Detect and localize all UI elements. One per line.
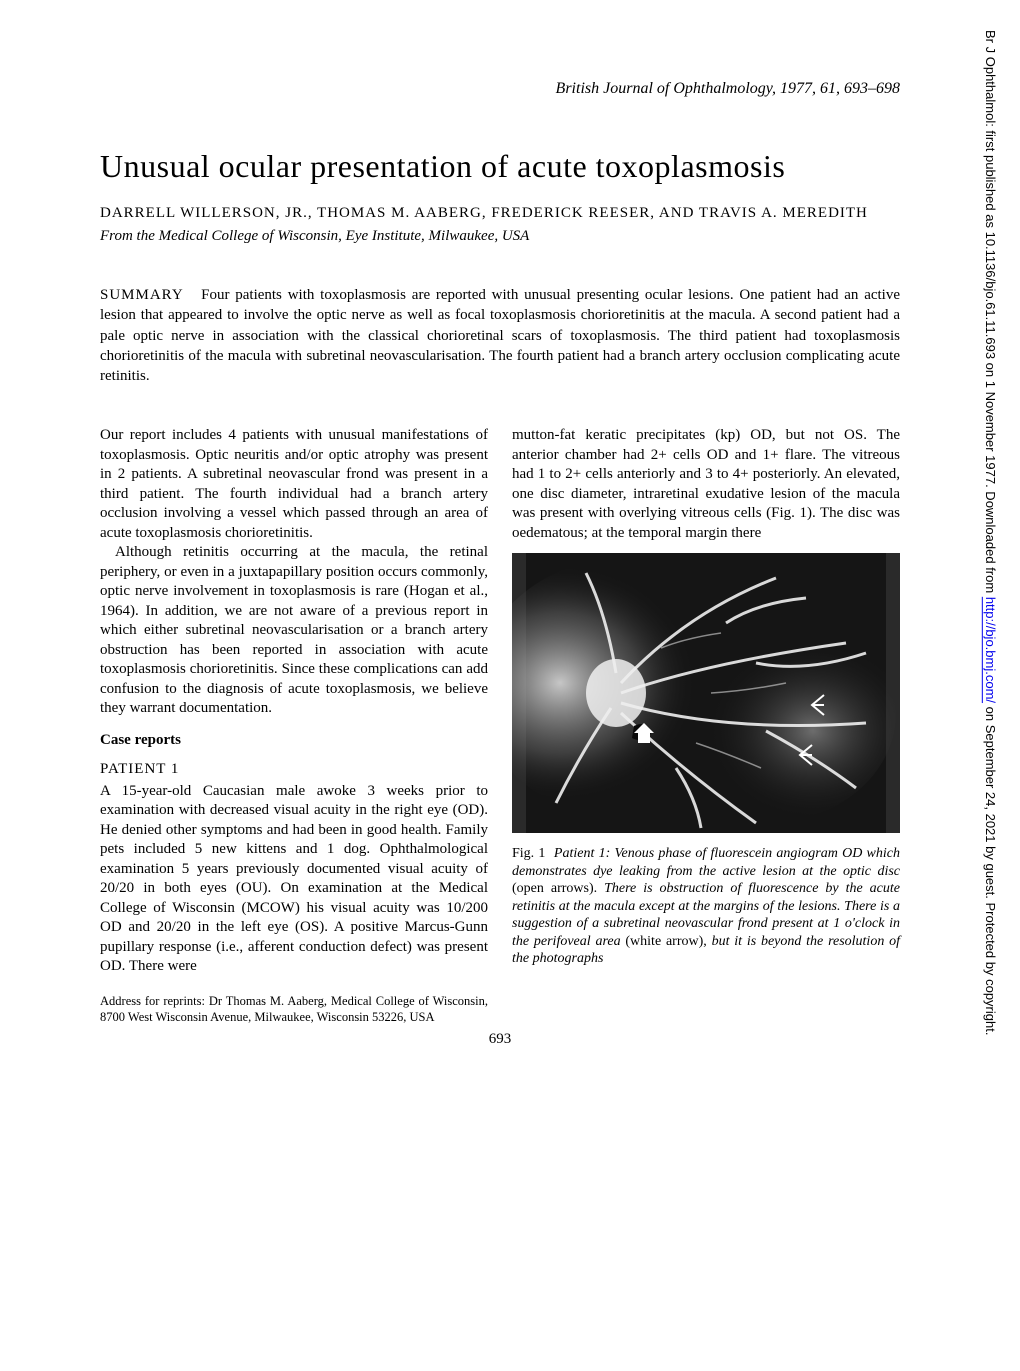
body-para: Our report includes 4 patients with unus…	[100, 426, 488, 543]
affiliation-line: From the Medical College of Wisconsin, E…	[100, 228, 900, 245]
download-watermark: Br J Ophthalmol: first published as 10.1…	[983, 30, 998, 1330]
summary-text: Four patients with toxoplasmosis are rep…	[100, 287, 900, 384]
watermark-link[interactable]: http://bjo.bmj.com/	[983, 597, 998, 703]
page-number: 693	[100, 1031, 900, 1048]
figure-1-caption: Fig. 1 Patient 1: Venous phase of fluore…	[512, 845, 900, 968]
body-para: A 15-year-old Caucasian male awoke 3 wee…	[100, 782, 488, 977]
journal-citation: British Journal of Ophthalmology, 1977, …	[100, 80, 900, 98]
caption-text: Patient 1: Venous phase of fluorescein a…	[512, 846, 900, 879]
figure-label: Fig. 1	[512, 846, 545, 861]
caption-text: (open arrows).	[512, 881, 604, 896]
article-title: Unusual ocular presentation of acute tox…	[100, 148, 900, 185]
patient-heading: PATIENT 1	[100, 760, 488, 780]
right-column: mutton-fat keratic precipitates (kp) OD,…	[512, 426, 900, 1025]
angiogram-svg	[512, 553, 900, 833]
watermark-prefix: Br J Ophthalmol: first published as 10.1…	[983, 30, 998, 597]
authors-line: DARRELL WILLERSON, JR., THOMAS M. AABERG…	[100, 205, 900, 222]
watermark-suffix: on September 24, 2021 by guest. Protecte…	[983, 703, 998, 1035]
figure-1-image	[512, 553, 900, 833]
case-reports-heading: Case reports	[100, 731, 488, 751]
summary-block: SUMMARY Four patients with toxoplasmosis…	[100, 285, 900, 386]
left-column: Our report includes 4 patients with unus…	[100, 426, 488, 1025]
body-para: mutton-fat keratic precipitates (kp) OD,…	[512, 426, 900, 543]
body-para: Although retinitis occurring at the macu…	[100, 543, 488, 719]
page-content: British Journal of Ophthalmology, 1977, …	[0, 0, 1020, 1088]
body-columns: Our report includes 4 patients with unus…	[100, 426, 900, 1025]
reprint-address: Address for reprints: Dr Thomas M. Aaber…	[100, 993, 488, 1026]
caption-text: (white arrow),	[621, 934, 712, 949]
summary-label: SUMMARY	[100, 287, 184, 303]
